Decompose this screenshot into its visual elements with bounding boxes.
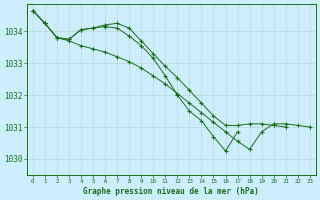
X-axis label: Graphe pression niveau de la mer (hPa): Graphe pression niveau de la mer (hPa) — [84, 187, 259, 196]
